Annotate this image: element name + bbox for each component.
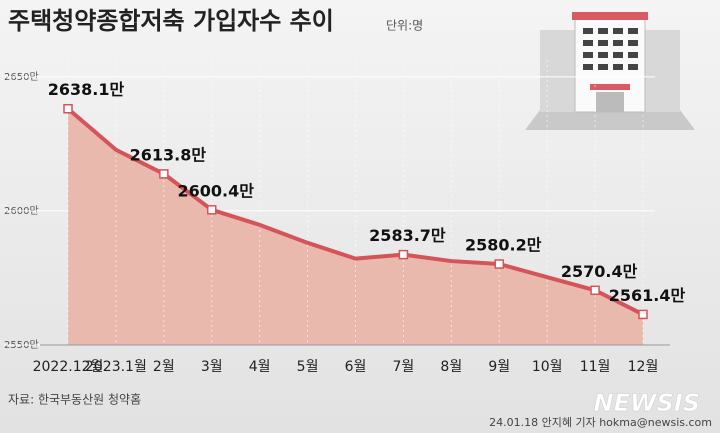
value-label: 2583.7만	[369, 226, 446, 245]
point-marker	[398, 249, 409, 260]
value-label: 2580.2만	[465, 236, 542, 255]
unit-note: 단위:명	[386, 19, 423, 33]
x-tick-label: 8월	[440, 359, 462, 375]
value-label: 2600.4만	[178, 181, 255, 200]
point-marker	[207, 205, 217, 215]
point-marker	[590, 285, 600, 296]
credit: 24.01.18 안지혜 기자 hokma@newsis.com	[489, 416, 712, 429]
x-tick-label: 7월	[393, 359, 415, 375]
point-marker	[159, 169, 169, 179]
source: 자료: 한국부동산원 청약홈	[8, 392, 141, 407]
point-marker	[638, 309, 648, 320]
x-tick-label: 11월	[580, 359, 611, 375]
value-label: 2638.1만	[48, 80, 125, 99]
x-tick-label: 12월	[628, 359, 659, 375]
point-marker	[63, 103, 73, 114]
x-tick-label: 2022.12월	[33, 359, 104, 375]
x-tick-label: 5월	[297, 359, 319, 375]
x-tick-label: 4월	[249, 359, 271, 375]
x-tick-label: 3월	[201, 359, 223, 375]
point-marker	[494, 259, 504, 269]
watermark: NEWSIS	[594, 389, 700, 417]
x-tick-label: 9월	[488, 359, 510, 375]
x-tick-label: 2월	[153, 359, 175, 375]
x-tick-label: 6월	[345, 359, 367, 375]
value-label: 2613.8만	[130, 145, 207, 164]
x-tick-label: 10월	[532, 359, 563, 375]
x-tick-label: 2023.1월	[85, 359, 147, 375]
value-label: 2570.4만	[561, 262, 638, 281]
value-label: 2561.4만	[609, 286, 686, 305]
building-illustration	[525, 12, 695, 130]
chart-title: 주택청약종합저축 가입자수 추이	[8, 7, 334, 35]
